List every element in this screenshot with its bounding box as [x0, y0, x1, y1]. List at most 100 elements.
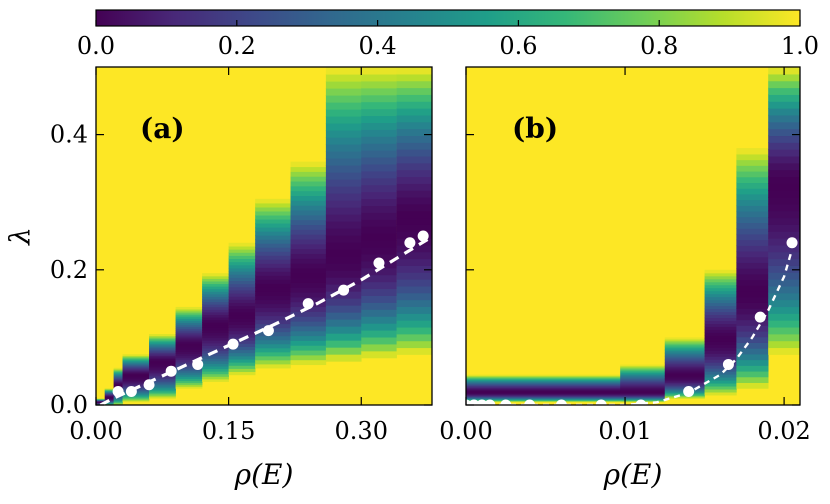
heatmap-cell: [704, 269, 737, 274]
heatmap-cell: [290, 166, 327, 172]
heatmap-cell: [113, 378, 123, 380]
heatmap-cell: [202, 280, 229, 285]
heatmap-cell: [396, 244, 432, 253]
heatmap-cell: [361, 226, 397, 234]
heatmap-cell: [202, 291, 229, 295]
heatmap-cell: [620, 389, 666, 391]
heatmap-cell: [664, 373, 705, 376]
heatmap-cell: [736, 302, 769, 309]
fit-line: [99, 238, 429, 405]
heatmap-cell: [228, 245, 256, 250]
heatmap-cell: [768, 258, 800, 266]
heatmap-cell: [736, 285, 769, 292]
heatmap-cell: [736, 325, 769, 332]
heatmap-column: [466, 374, 621, 403]
heatmap-cell: [664, 359, 705, 362]
heatmap-cell: [466, 384, 621, 386]
heatmap-cell: [620, 376, 666, 379]
heatmap-cell: [736, 233, 769, 241]
x-tick-label: 0.15: [202, 417, 255, 445]
heatmap-cell: [122, 354, 150, 357]
heatmap-cell: [255, 267, 291, 272]
heatmap-cell: [122, 363, 150, 366]
colorbar-gradient: [95, 9, 801, 27]
heatmap-cell: [202, 371, 229, 375]
heatmap-cell: [113, 369, 123, 372]
heatmap-cell: [202, 368, 229, 372]
heatmap-cell: [361, 233, 397, 241]
heatmap-cell: [736, 273, 769, 281]
heatmap-cell: [704, 388, 737, 393]
heatmap-column: [290, 161, 327, 366]
heatmap-cell: [175, 332, 203, 335]
heatmap-cell: [122, 359, 150, 362]
heatmap-cell: [325, 137, 362, 145]
heatmap-cell: [736, 210, 769, 218]
heatmap-cell: [664, 379, 705, 382]
heatmap-cell: [149, 358, 176, 361]
heatmap-cell: [620, 385, 666, 388]
heatmap-cell: [325, 165, 362, 173]
heatmap-cell: [122, 366, 150, 369]
heatmap-cell: [122, 373, 150, 376]
heatmap-cell: [396, 196, 432, 205]
heatmap-column: [228, 242, 256, 376]
heatmap-cell: [704, 335, 737, 339]
heatmap-cell: [664, 357, 705, 360]
heatmap-cell: [325, 179, 362, 187]
panel-label: (a): [140, 112, 185, 145]
heatmap-cell: [290, 277, 327, 283]
heatmap-cell: [768, 169, 800, 178]
heatmap-cell: [255, 239, 291, 244]
heatmap-cell: [202, 309, 229, 313]
heatmap-cell: [228, 252, 256, 256]
x-axis-label: ρ(E): [603, 458, 663, 491]
heatmap-cell: [228, 362, 256, 366]
heatmap-cell: [290, 224, 327, 230]
heatmap-cell: [704, 368, 737, 372]
heatmap-cell: [466, 375, 621, 377]
heatmap-cell: [255, 307, 291, 313]
heatmap-cell: [664, 395, 705, 398]
heatmap-cell: [466, 379, 621, 381]
y-tick-label: 0.4: [50, 121, 88, 149]
heatmap-cell: [228, 302, 256, 307]
heatmap-cell: [325, 242, 362, 250]
colorbar: 0.0 0.2 0.4 0.6 0.8 1.0: [77, 9, 819, 60]
heatmap-cell: [122, 358, 150, 361]
heatmap-cell: [149, 389, 176, 392]
heatmap-cell: [361, 295, 397, 303]
heatmap-cell: [466, 380, 621, 382]
x-axis-label: ρ(E): [234, 458, 294, 491]
heatmap-cell: [620, 395, 666, 397]
heatmap-cell: [149, 384, 176, 387]
heatmap-cell: [466, 398, 621, 400]
heatmap-cell: [361, 101, 397, 110]
heatmap-cell: [768, 87, 800, 95]
heatmap-cell: [228, 371, 256, 376]
heatmap-cell: [122, 383, 150, 386]
heatmap-cell: [255, 343, 291, 349]
heatmap-cell: [175, 341, 203, 345]
heatmap-cell: [255, 275, 291, 280]
heatmap-cell: [175, 326, 203, 329]
heatmap-cell: [290, 200, 327, 206]
heatmap-cell: [175, 347, 203, 351]
heatmap-cell: [620, 383, 666, 385]
heatmap-cell: [736, 376, 769, 383]
heatmap-cell: [228, 352, 256, 357]
heatmap-cell: [704, 323, 737, 327]
heatmap-cell: [175, 343, 203, 347]
heatmap-cell: [325, 214, 362, 222]
heatmap-cell: [396, 326, 432, 335]
heatmap-cell: [202, 332, 229, 336]
heatmap-cell: [325, 347, 362, 355]
heatmap-cell: [768, 203, 800, 212]
heatmap-cell: [704, 296, 737, 301]
heatmap-cell: [768, 320, 800, 328]
heatmap-cell: [122, 362, 150, 364]
heatmap-cell: [664, 376, 705, 379]
heatmap-cell: [175, 306, 203, 310]
axes-frame: [465, 66, 801, 406]
heatmap-cell: [466, 399, 621, 401]
